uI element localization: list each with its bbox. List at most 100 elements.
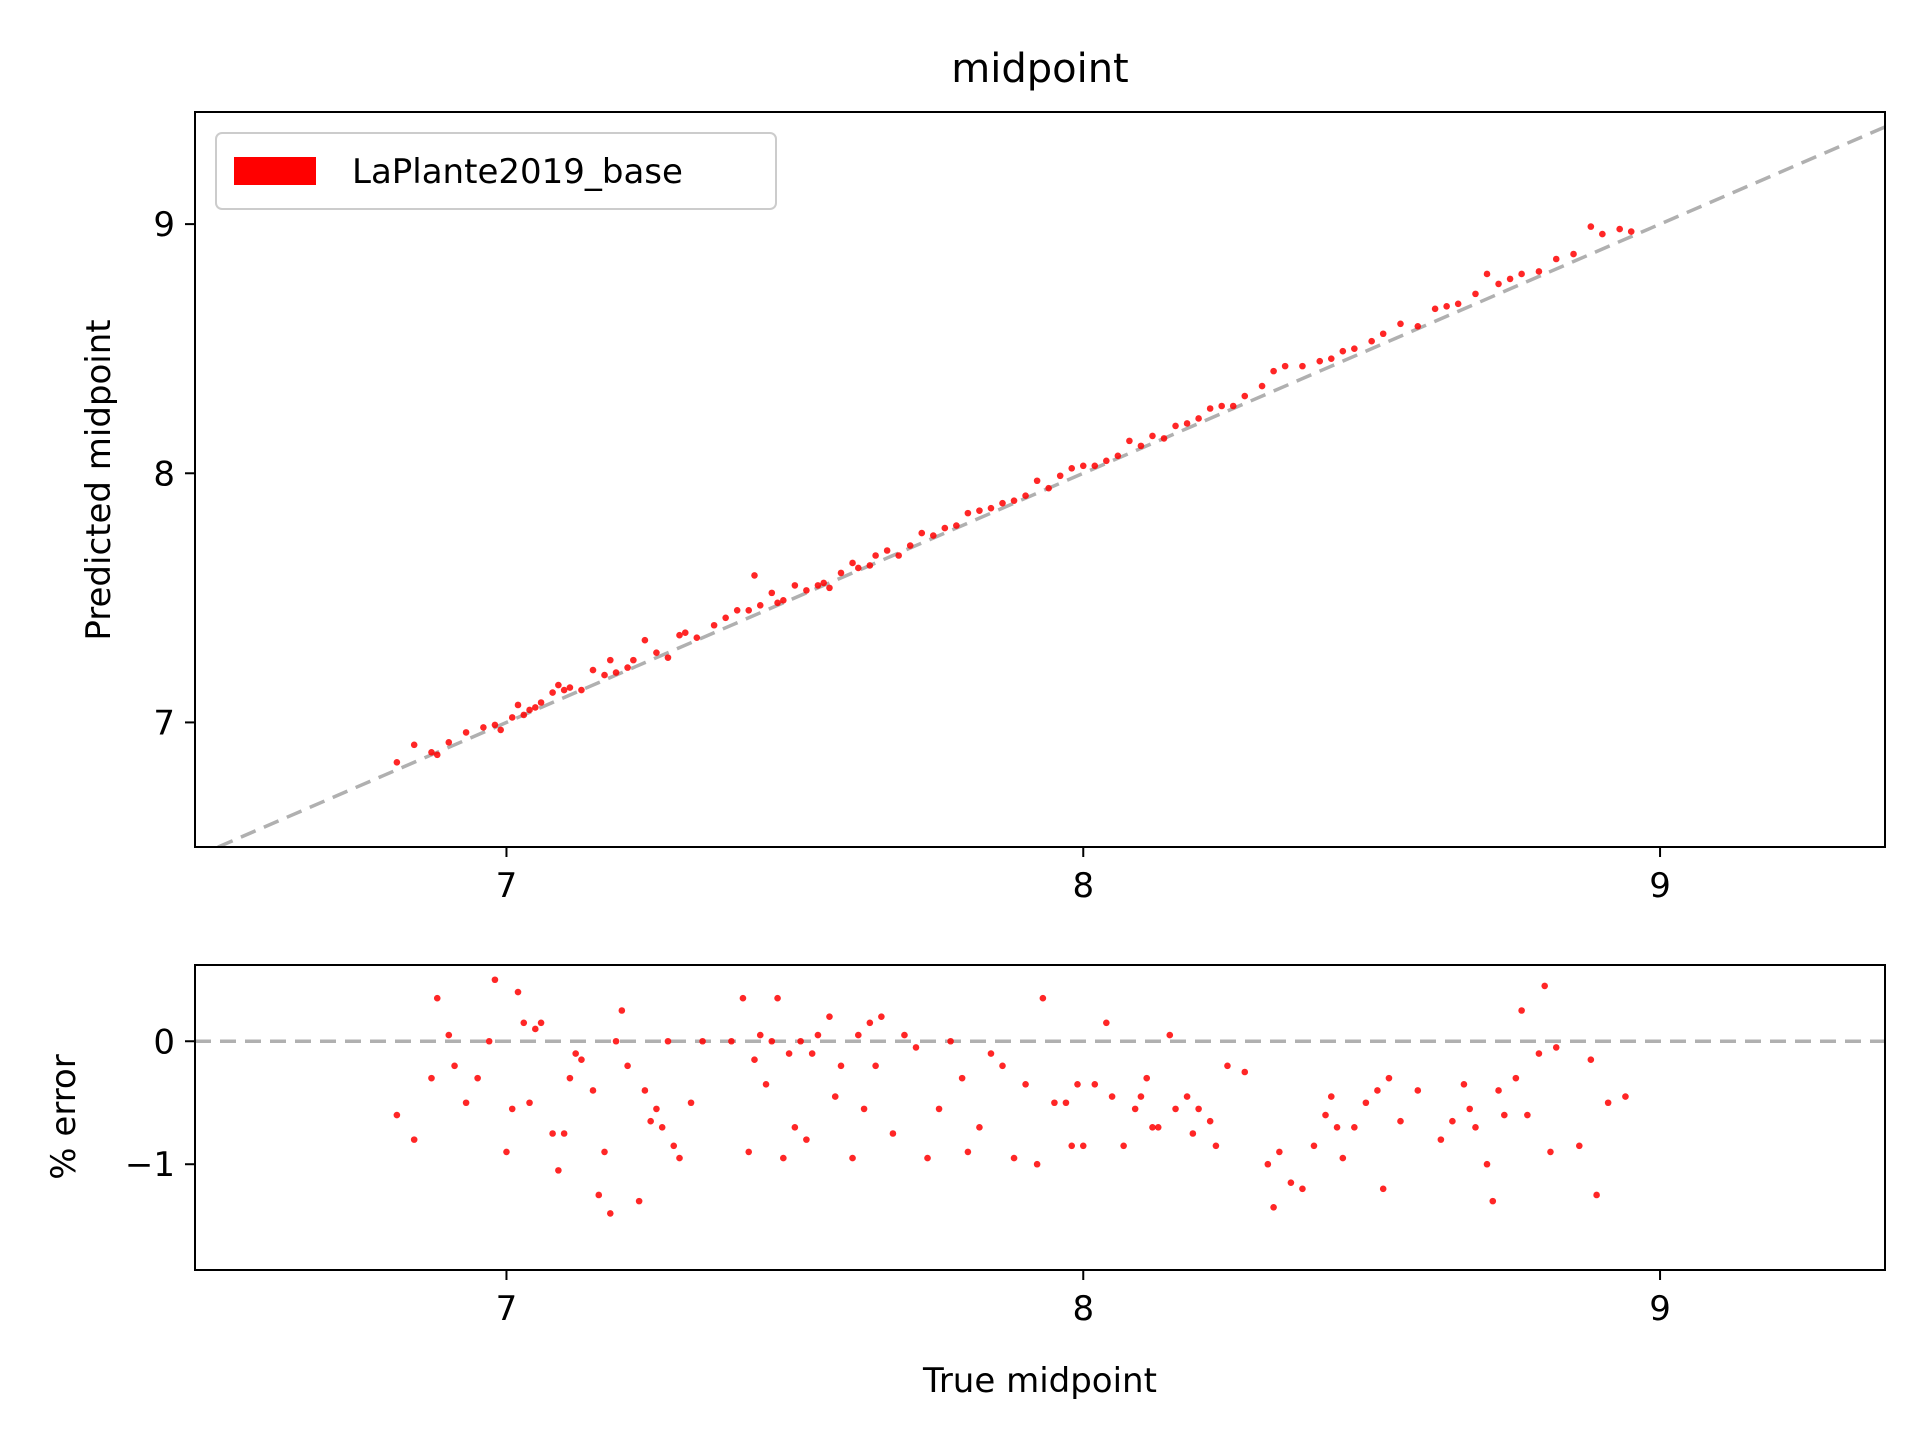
x-tick-label: 9 (1649, 866, 1671, 906)
data-point (1195, 415, 1202, 422)
chart-title: midpoint (951, 46, 1128, 92)
error-point (618, 1007, 626, 1014)
data-point (791, 582, 799, 589)
data-point (578, 686, 585, 694)
data-point (1045, 484, 1052, 492)
data-point (1183, 420, 1191, 427)
error-point (1512, 1074, 1520, 1082)
error-point (814, 1031, 822, 1039)
error-point (549, 1130, 556, 1137)
error-point (768, 1037, 776, 1045)
error-point (1212, 1142, 1220, 1150)
data-point (653, 649, 660, 656)
data-point (849, 559, 856, 567)
legend-label: LaPlante2019_base (352, 152, 683, 192)
data-point (1022, 492, 1029, 499)
error-point (1108, 1093, 1116, 1100)
data-point (630, 656, 637, 664)
data-point (1570, 250, 1577, 258)
data-point (1627, 228, 1635, 235)
error-point (462, 1099, 470, 1107)
error-point (1535, 1050, 1543, 1057)
error-point (855, 1031, 862, 1039)
data-point (1258, 382, 1266, 390)
error-point (924, 1154, 931, 1162)
data-point (1454, 300, 1462, 308)
data-point (532, 704, 539, 711)
data-point (676, 631, 683, 639)
x-tick-label: 7 (496, 866, 518, 906)
main-x-axis: 7 8 9 (496, 847, 1671, 906)
error-point (785, 1050, 793, 1057)
x-axis-label: True midpoint (922, 1361, 1157, 1401)
error-point (1460, 1080, 1468, 1088)
error-point (1287, 1179, 1295, 1186)
error-point (1189, 1130, 1197, 1137)
data-point (1241, 392, 1249, 400)
data-point (999, 499, 1006, 507)
x-tick-label: 8 (1072, 1289, 1094, 1329)
data-point (1431, 305, 1439, 313)
error-point (1362, 1099, 1370, 1107)
y-tick-label: 9 (153, 205, 175, 245)
data-point (606, 656, 614, 664)
error-point (1062, 1099, 1070, 1107)
legend: LaPlante2019_base (215, 132, 777, 210)
error-point (889, 1130, 897, 1137)
data-point (780, 597, 787, 604)
error-point (676, 1154, 683, 1162)
error-point (912, 1044, 920, 1051)
data-point (1126, 437, 1133, 445)
data-point (664, 654, 672, 661)
data-point (826, 584, 833, 592)
data-point (768, 589, 776, 597)
data-point (589, 666, 597, 674)
error-point (964, 1148, 972, 1156)
data-point (872, 552, 879, 559)
error-point (1339, 1154, 1347, 1162)
error-point (1379, 1185, 1387, 1193)
error-point (1552, 1044, 1560, 1051)
data-point (1149, 432, 1156, 440)
error-point (687, 1099, 695, 1107)
data-point (480, 724, 487, 731)
error-point (1299, 1185, 1306, 1193)
error-point (1039, 994, 1047, 1002)
error-point (1495, 1087, 1502, 1094)
error-point (803, 1136, 810, 1143)
error-point (1241, 1068, 1249, 1076)
error-point (999, 1062, 1006, 1070)
error-point (1224, 1062, 1231, 1070)
data-point (1414, 322, 1422, 330)
data-point (1281, 362, 1289, 370)
data-point (612, 669, 620, 676)
error-point (1547, 1148, 1554, 1156)
error-point (745, 1148, 753, 1156)
error-point (653, 1105, 660, 1113)
data-point (1160, 435, 1168, 442)
data-point (1091, 462, 1099, 470)
error-point (1576, 1142, 1583, 1150)
data-point (549, 689, 556, 696)
data-point (733, 607, 741, 614)
error-point (958, 1074, 966, 1082)
error-point (658, 1124, 666, 1131)
error-point (1541, 982, 1548, 990)
error-point (635, 1197, 643, 1205)
error-y-axis-label: % error (44, 1054, 84, 1179)
data-point (756, 602, 764, 609)
data-point (1056, 472, 1064, 480)
error-point (728, 1037, 735, 1045)
data-point (1229, 402, 1237, 410)
error-point (1489, 1197, 1497, 1205)
error-point (1518, 1007, 1525, 1014)
data-point (1616, 225, 1623, 233)
data-point (722, 614, 729, 622)
data-point (929, 532, 937, 539)
data-point (624, 664, 631, 671)
error-point (670, 1142, 678, 1150)
data-point (918, 529, 926, 537)
error-point (601, 1148, 608, 1156)
data-point (1270, 367, 1277, 375)
